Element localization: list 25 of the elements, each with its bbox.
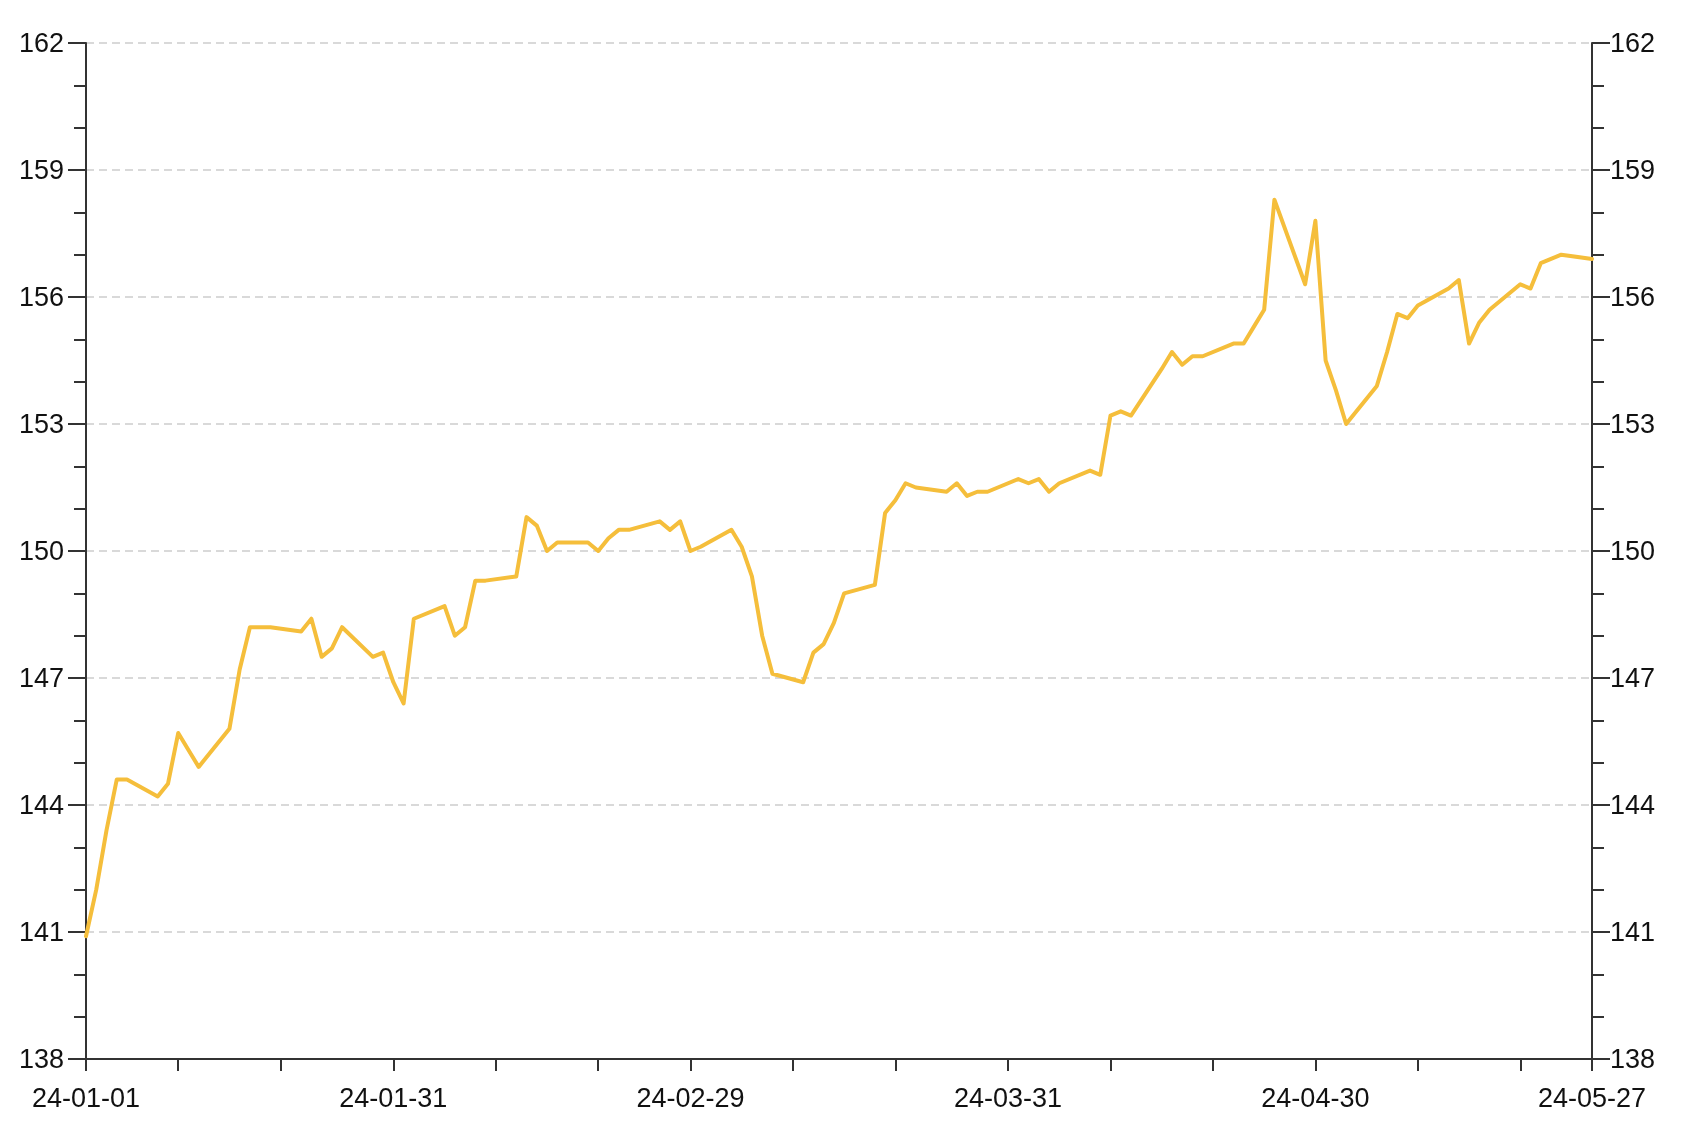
x-tick-label: 24-02-29 (636, 1082, 745, 1113)
x-tick-label: 24-03-31 (953, 1082, 1063, 1113)
x-tick-label: 24-05-27 (1537, 1082, 1647, 1113)
y2-tick-label: 156 (1610, 282, 1656, 312)
x-tick-label: 24-01-31 (339, 1082, 448, 1113)
y-tick-label: 144 (18, 790, 64, 820)
y-tick-label: 156 (18, 282, 64, 312)
y2-tick-label: 153 (1610, 409, 1656, 439)
y-tick-label: 141 (18, 917, 64, 947)
y-tick-label: 159 (18, 155, 64, 185)
y2-tick-label: 144 (1610, 790, 1656, 820)
y2-tick-label: 159 (1610, 155, 1656, 185)
x-tick-label: 24-04-30 (1261, 1082, 1370, 1113)
y-tick-label: 150 (18, 536, 64, 566)
y2-tick-label: 162 (1610, 28, 1656, 58)
y-tick-label: 138 (18, 1044, 64, 1074)
y2-tick-label: 147 (1610, 663, 1656, 693)
y2-tick-label: 141 (1610, 917, 1656, 947)
line-series (84, 197, 1594, 939)
x-tick-label: 24-01-01 (31, 1082, 141, 1113)
y-tick-label: 147 (18, 663, 64, 693)
y2-tick-label: 138 (1610, 1044, 1656, 1074)
y-tick-label: 153 (18, 409, 64, 439)
y-tick-label: 162 (18, 28, 64, 58)
y2-tick-label: 150 (1610, 536, 1656, 566)
